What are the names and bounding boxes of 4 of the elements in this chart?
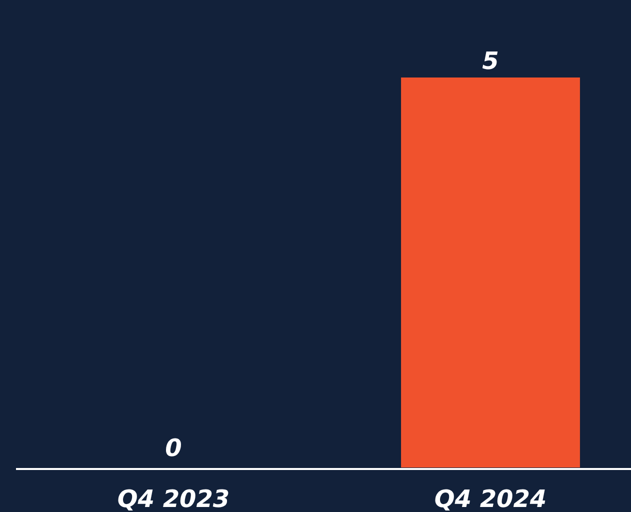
data-label: 5 [482,47,499,75]
x-tick-label: Q4 2023 [117,485,230,512]
data-label: 0 [165,434,182,462]
x-tick-label: Q4 2024 [434,485,547,512]
